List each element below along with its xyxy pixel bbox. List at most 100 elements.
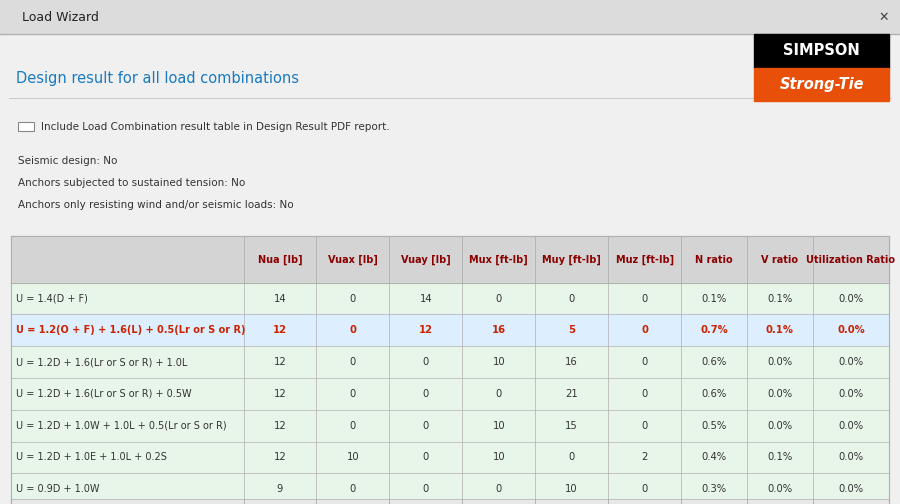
Bar — [11, 410, 889, 442]
Bar — [11, 283, 889, 314]
Text: 0.7%: 0.7% — [700, 326, 728, 335]
Text: 0: 0 — [642, 294, 648, 303]
Text: 0: 0 — [423, 421, 429, 430]
Text: U = 1.2D + 1.0E + 1.0L + 0.2S: U = 1.2D + 1.0E + 1.0L + 0.2S — [16, 453, 167, 462]
Text: 14: 14 — [274, 294, 286, 303]
Text: 0: 0 — [350, 389, 356, 399]
Text: 0.6%: 0.6% — [701, 389, 726, 399]
Text: 0.0%: 0.0% — [768, 421, 792, 430]
Text: 0.6%: 0.6% — [701, 357, 726, 367]
Text: 0.1%: 0.1% — [767, 453, 793, 462]
Text: 16: 16 — [491, 326, 506, 335]
Text: 0: 0 — [496, 389, 502, 399]
Text: Muz [ft-lb]: Muz [ft-lb] — [616, 255, 673, 265]
Text: 0: 0 — [350, 294, 356, 303]
Text: 0.0%: 0.0% — [768, 484, 792, 494]
Text: 10: 10 — [492, 453, 505, 462]
Text: 0.0%: 0.0% — [839, 357, 864, 367]
Text: 5: 5 — [568, 326, 575, 335]
Text: 0.4%: 0.4% — [701, 453, 726, 462]
Text: 0.0%: 0.0% — [768, 357, 792, 367]
Text: Muy [ft-lb]: Muy [ft-lb] — [542, 255, 601, 265]
Text: 0.0%: 0.0% — [839, 453, 864, 462]
Text: Strong-Tie: Strong-Tie — [779, 77, 864, 92]
Text: 12: 12 — [418, 326, 433, 335]
Text: 2: 2 — [642, 453, 648, 462]
Text: U = 1.2D + 1.6(Lr or S or R) + 1.0L: U = 1.2D + 1.6(Lr or S or R) + 1.0L — [16, 357, 187, 367]
Text: 0: 0 — [641, 326, 648, 335]
Text: 0: 0 — [642, 389, 648, 399]
Text: Load Wizard: Load Wizard — [22, 11, 99, 24]
Text: 0: 0 — [496, 484, 502, 494]
Text: Vuax [lb]: Vuax [lb] — [328, 255, 378, 265]
Text: 0.0%: 0.0% — [839, 294, 864, 303]
Text: 0: 0 — [496, 294, 502, 303]
Text: 15: 15 — [565, 421, 578, 430]
Text: U = 1.4(D + F): U = 1.4(D + F) — [16, 294, 88, 303]
Text: 0: 0 — [569, 453, 575, 462]
Text: Anchors subjected to sustained tension: No: Anchors subjected to sustained tension: … — [18, 178, 245, 188]
Bar — [11, 314, 889, 346]
Text: 14: 14 — [419, 294, 432, 303]
Bar — [0, 0, 900, 34]
Bar — [11, 378, 889, 410]
Text: 10: 10 — [492, 357, 505, 367]
Text: Design result for all load combinations: Design result for all load combinations — [16, 71, 299, 86]
Text: Utilization Ratio: Utilization Ratio — [806, 255, 896, 265]
Bar — [11, 499, 889, 504]
Text: 21: 21 — [565, 389, 578, 399]
Text: 0: 0 — [569, 294, 575, 303]
Text: 0: 0 — [423, 453, 429, 462]
Text: U = 1.2(O + F) + 1.6(L) + 0.5(Lr or S or R): U = 1.2(O + F) + 1.6(L) + 0.5(Lr or S or… — [16, 326, 246, 335]
Text: Mux [ft-lb]: Mux [ft-lb] — [470, 255, 528, 265]
Text: 0: 0 — [350, 484, 356, 494]
Text: 12: 12 — [274, 389, 286, 399]
Text: SIMPSON: SIMPSON — [783, 43, 860, 58]
Text: 10: 10 — [346, 453, 359, 462]
Text: 0.5%: 0.5% — [701, 421, 726, 430]
Text: 12: 12 — [274, 453, 286, 462]
Text: 0.1%: 0.1% — [767, 294, 793, 303]
Text: 0: 0 — [642, 421, 648, 430]
Text: 10: 10 — [565, 484, 578, 494]
Text: 9: 9 — [277, 484, 284, 494]
Bar — [18, 122, 34, 131]
Text: 10: 10 — [492, 421, 505, 430]
Text: 12: 12 — [274, 357, 286, 367]
Text: 16: 16 — [565, 357, 578, 367]
Bar — [11, 442, 889, 473]
Text: Include Load Combination result table in Design Result PDF report.: Include Load Combination result table in… — [41, 121, 390, 132]
Text: Vuay [lb]: Vuay [lb] — [401, 255, 451, 265]
Text: Nua [lb]: Nua [lb] — [257, 255, 302, 265]
Text: Seismic design: No: Seismic design: No — [18, 156, 117, 166]
Text: U = 1.2D + 1.0W + 1.0L + 0.5(Lr or S or R): U = 1.2D + 1.0W + 1.0L + 0.5(Lr or S or … — [16, 421, 227, 430]
Text: 0.0%: 0.0% — [839, 484, 864, 494]
Text: 0.0%: 0.0% — [837, 326, 865, 335]
Text: 0.0%: 0.0% — [839, 389, 864, 399]
Text: 0: 0 — [423, 484, 429, 494]
Text: N ratio: N ratio — [695, 255, 733, 265]
Text: 0: 0 — [350, 421, 356, 430]
Text: 0.1%: 0.1% — [766, 326, 794, 335]
Bar — [11, 346, 889, 378]
Bar — [754, 68, 889, 101]
Text: 12: 12 — [273, 326, 287, 335]
Text: 0.0%: 0.0% — [839, 421, 864, 430]
Text: 0: 0 — [350, 357, 356, 367]
Text: Anchors only resisting wind and/or seismic loads: No: Anchors only resisting wind and/or seism… — [18, 200, 293, 210]
Text: ✕: ✕ — [878, 11, 889, 24]
Text: 0.1%: 0.1% — [701, 294, 726, 303]
Text: 12: 12 — [274, 421, 286, 430]
Text: U = 0.9D + 1.0W: U = 0.9D + 1.0W — [16, 484, 100, 494]
Text: 0: 0 — [423, 357, 429, 367]
Bar — [11, 473, 889, 504]
Text: 0: 0 — [349, 326, 356, 335]
Text: 0.0%: 0.0% — [768, 389, 792, 399]
Text: 0: 0 — [423, 389, 429, 399]
Text: 0: 0 — [642, 357, 648, 367]
Text: V ratio: V ratio — [761, 255, 798, 265]
Text: U = 1.2D + 1.6(Lr or S or R) + 0.5W: U = 1.2D + 1.6(Lr or S or R) + 0.5W — [16, 389, 192, 399]
Bar — [754, 34, 889, 68]
Text: 0.3%: 0.3% — [701, 484, 726, 494]
Text: 0: 0 — [642, 484, 648, 494]
